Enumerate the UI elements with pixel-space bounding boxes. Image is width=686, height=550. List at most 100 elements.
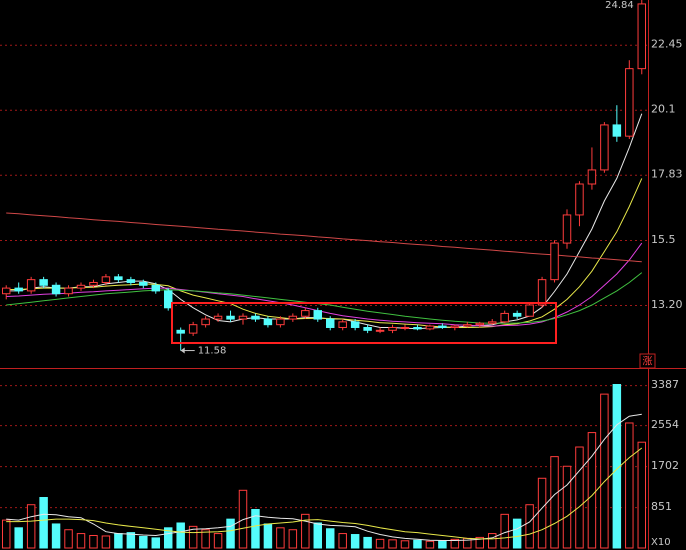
volume-bar — [14, 527, 23, 549]
volume-bar — [537, 477, 547, 549]
volume-bar — [176, 522, 185, 549]
volume-bar — [26, 504, 36, 549]
candle-body — [14, 287, 23, 292]
candle-body — [438, 325, 447, 328]
average-line — [6, 413, 642, 541]
candle-body — [400, 326, 410, 329]
volume-bar — [114, 533, 123, 549]
candle-body — [126, 279, 136, 283]
marks-layer — [1, 0, 647, 549]
badge: 涨 — [643, 356, 653, 368]
volume-bar — [39, 497, 48, 549]
candle-body — [475, 322, 485, 326]
candle-body — [363, 326, 372, 331]
volume-bar — [375, 538, 385, 549]
volume-bar — [325, 528, 335, 549]
candle-body — [213, 315, 223, 320]
volume-bar — [89, 534, 98, 549]
average-line — [6, 242, 643, 327]
volume-bar — [151, 537, 161, 549]
candle-body — [500, 312, 509, 323]
volume-bar — [213, 533, 223, 549]
volume-bar — [263, 523, 273, 549]
average-line — [6, 212, 642, 263]
y-tick-label: 20.1 — [651, 103, 676, 116]
y-tick-label: 15.5 — [651, 233, 676, 246]
candle-body — [89, 281, 98, 286]
candle-body — [512, 312, 522, 317]
candle-body — [550, 242, 559, 281]
candle-body — [26, 279, 36, 292]
candle-body — [139, 281, 148, 286]
candle-body — [600, 124, 609, 171]
volume-bar — [101, 535, 111, 549]
candle-body — [114, 276, 123, 281]
volume-bar — [251, 509, 260, 549]
candle-body — [39, 279, 48, 286]
candle-body — [450, 325, 460, 328]
volume-bar — [450, 538, 460, 549]
volume-bar — [562, 465, 572, 549]
average-line — [6, 113, 643, 330]
volume-bar — [126, 532, 136, 549]
candle-body — [525, 304, 534, 317]
high-annotation: 24.84 — [605, 0, 634, 11]
volume-bar — [76, 533, 86, 549]
candle-body — [76, 284, 86, 289]
candle-body — [163, 290, 173, 309]
candle-body — [201, 318, 210, 326]
volume-bar — [288, 529, 298, 549]
y-tick-label: 2554 — [651, 418, 679, 431]
candle-body — [413, 326, 422, 330]
volume-bar — [600, 393, 609, 549]
volume-bar — [525, 504, 534, 549]
candle-body — [338, 321, 347, 328]
candle-body — [64, 287, 73, 295]
candle-body — [612, 124, 622, 137]
candle-body — [251, 315, 260, 320]
volume-bar — [64, 529, 73, 549]
volume-bar — [413, 539, 422, 549]
volume-bar — [201, 529, 210, 549]
volume-unit: X10 — [651, 537, 671, 548]
candle-body — [537, 279, 547, 306]
volume-bar — [625, 422, 634, 549]
low-arrow-head — [180, 347, 185, 354]
volume-bar — [1, 519, 11, 549]
candle-body — [51, 284, 61, 295]
volume-bar — [425, 540, 435, 549]
candle-body — [238, 315, 248, 320]
text-layer: 22.45 20.1 17.83 15.5 13.20 3387 2554 1702 851 24… — [180, 0, 683, 513]
candle-body — [425, 325, 435, 330]
candle-body — [375, 329, 385, 332]
candle-body — [188, 324, 198, 334]
candle-body — [587, 169, 597, 185]
average-line — [6, 272, 643, 324]
candle-body — [1, 287, 11, 295]
candle-body — [301, 310, 310, 317]
candle-body — [388, 326, 397, 331]
volume-bar — [338, 533, 347, 549]
candle-body — [625, 68, 634, 137]
candle-body — [487, 321, 497, 324]
volume-bar — [388, 539, 397, 549]
volume-bar — [500, 513, 509, 549]
volume-bar — [487, 533, 497, 549]
volume-bar — [276, 527, 285, 549]
badge-box — [639, 353, 656, 369]
candle-body — [226, 315, 235, 320]
volume-bar — [400, 540, 410, 549]
volume-bar — [350, 534, 360, 549]
candle-body — [637, 3, 647, 70]
low-annotation: 11.58 — [198, 346, 227, 357]
volume-bar — [51, 523, 61, 549]
candle-body — [101, 276, 111, 283]
volume-bar — [587, 432, 597, 549]
y-tick-label: 851 — [651, 500, 672, 513]
y-tick-label: 17.83 — [651, 168, 683, 181]
candle-body — [463, 324, 472, 327]
volume-bar — [438, 540, 447, 549]
average-line — [6, 447, 643, 540]
